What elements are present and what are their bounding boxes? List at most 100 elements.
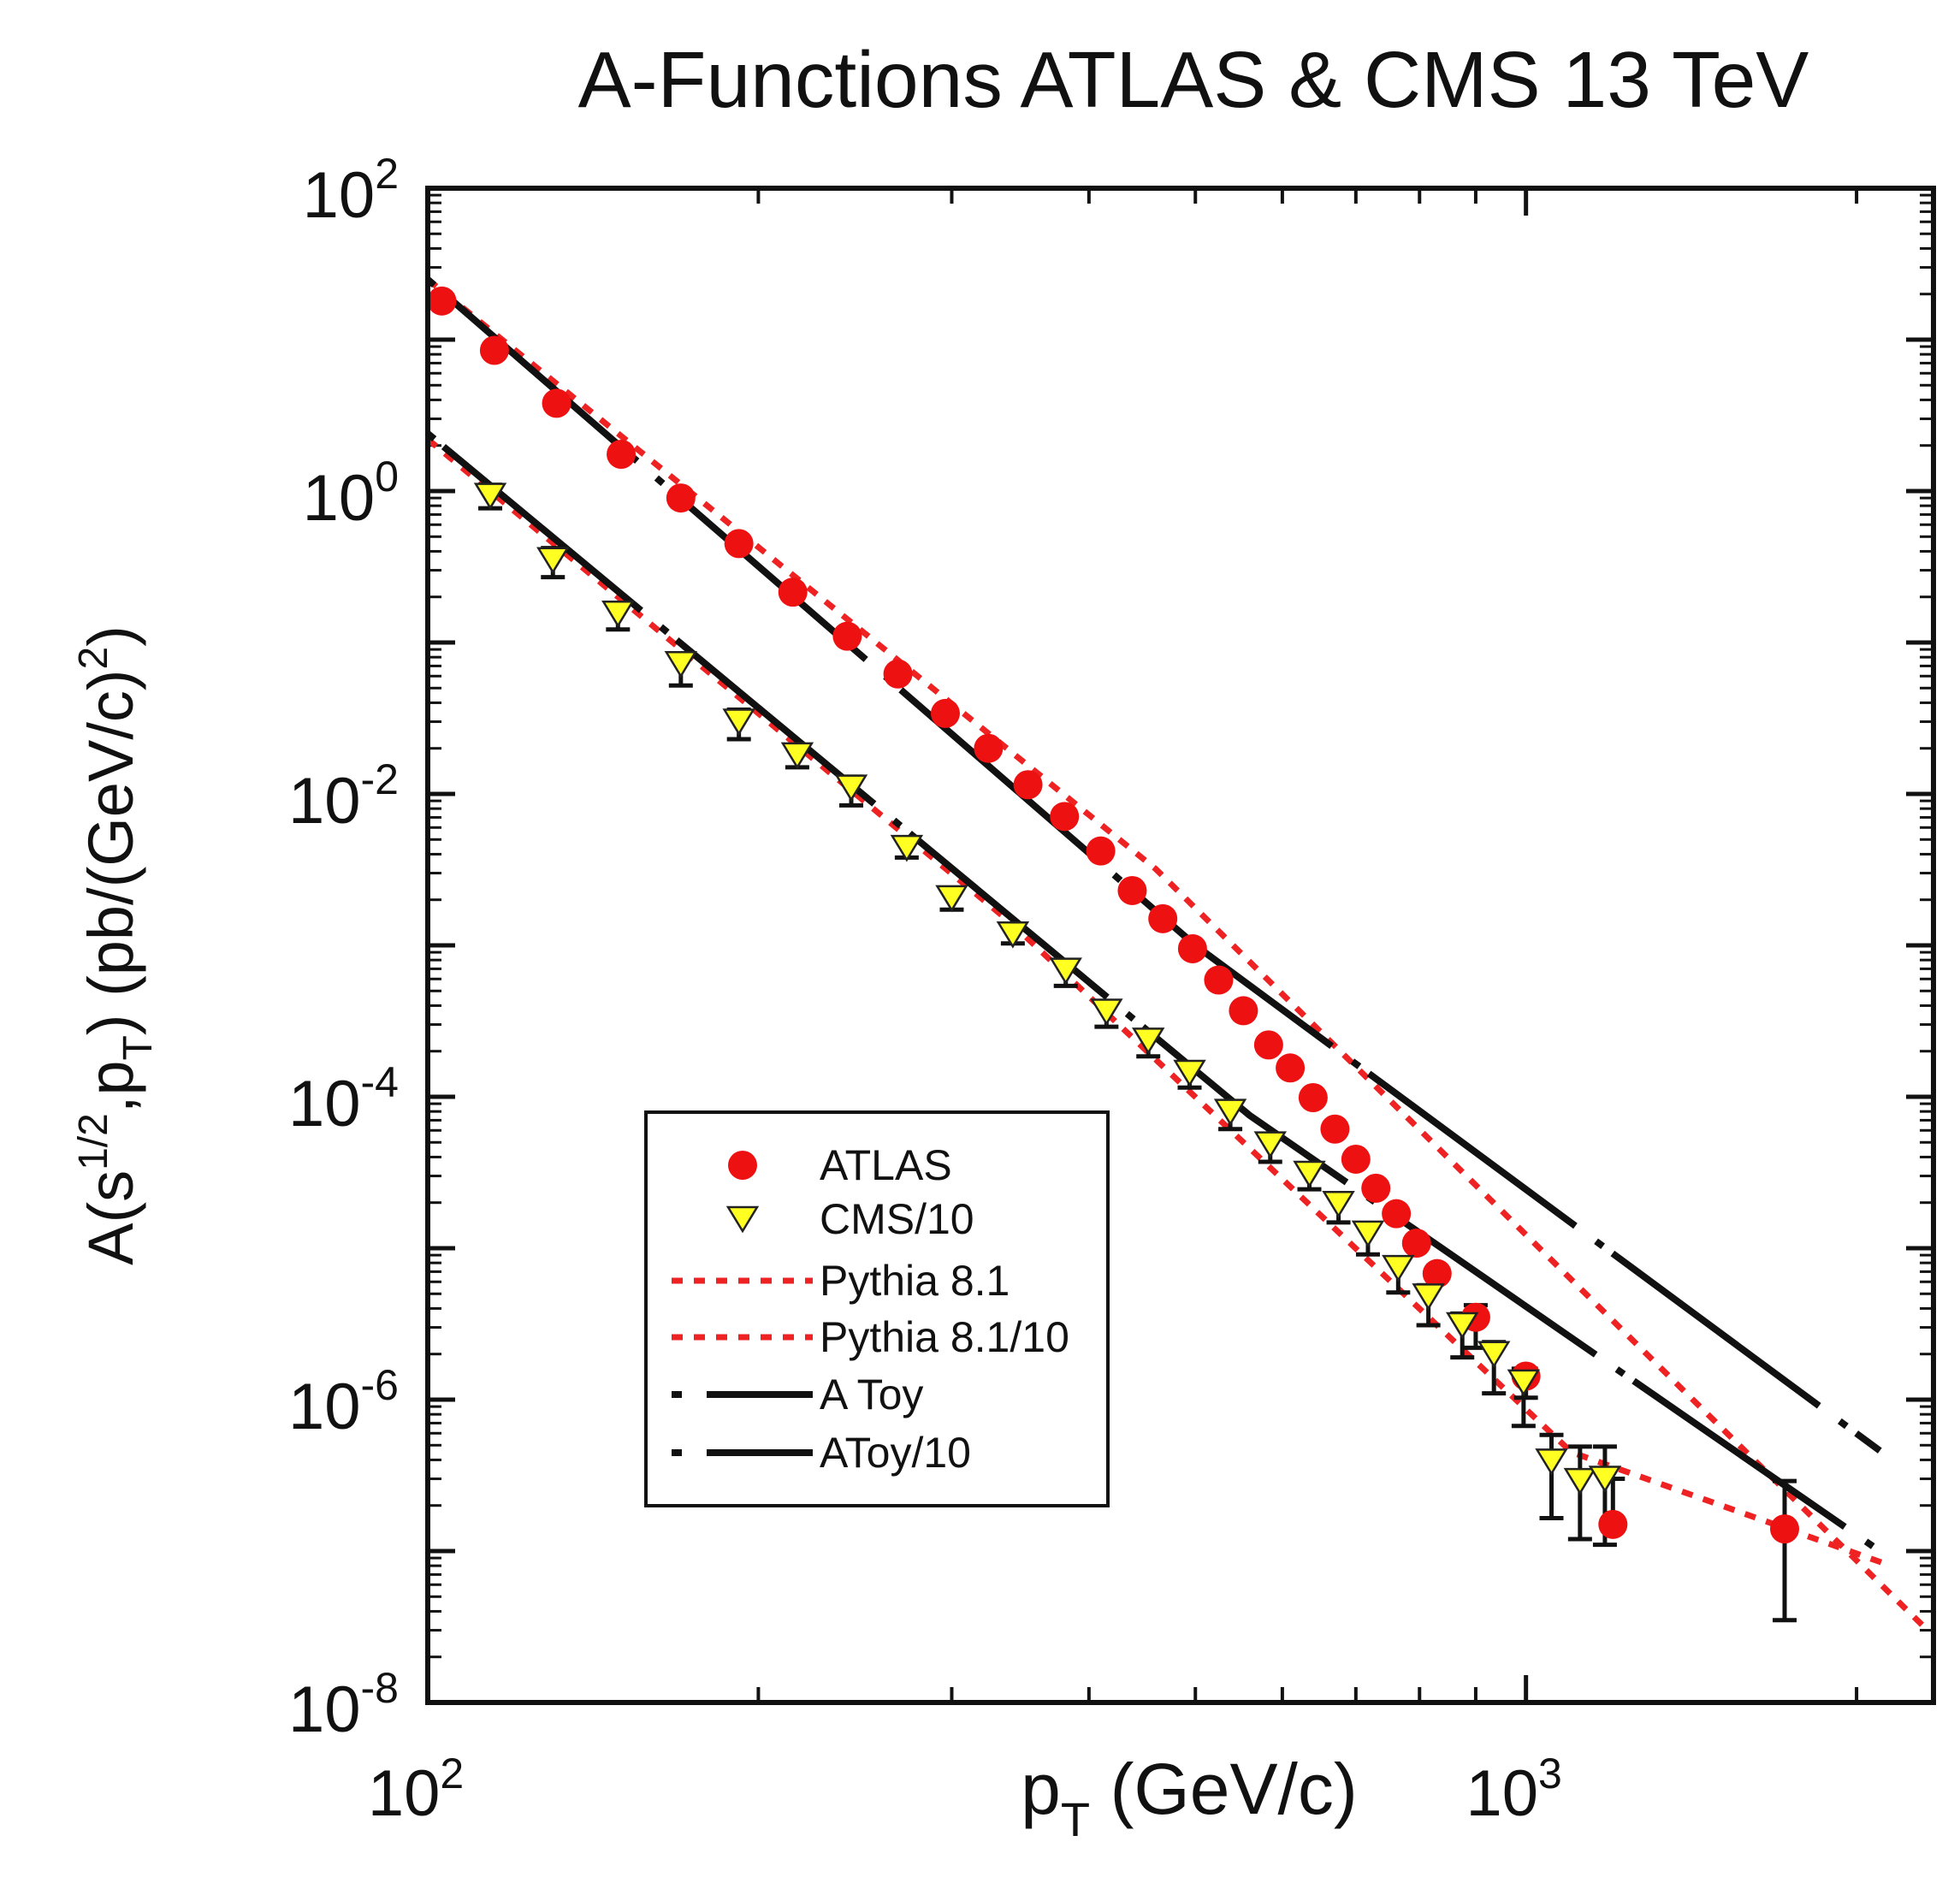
atlas-point	[1177, 933, 1207, 963]
legend-marker-cms-10	[725, 1205, 760, 1234]
atlas-point	[778, 577, 808, 607]
x-tick-exp: 3	[1538, 1750, 1562, 1797]
y-label-c: ) (pb/(GeV/c)	[75, 669, 146, 1035]
y-label-d: )	[75, 625, 146, 647]
atlas-point	[479, 335, 509, 365]
x-label-base: p	[1021, 1749, 1061, 1829]
y-tick-exp: -8	[361, 1664, 399, 1712]
cms-10-point	[935, 885, 968, 913]
y-tick-exp: 2	[375, 150, 399, 198]
atlas-point	[1598, 1509, 1628, 1539]
atlas-point	[832, 621, 862, 651]
y-label-sub: T	[115, 1035, 161, 1060]
atlas-point	[724, 529, 754, 559]
curve-pythia-8-1	[428, 276, 1926, 1629]
cms-10-point	[1049, 957, 1082, 986]
x-label-sub: T	[1061, 1792, 1090, 1846]
atlas-point	[1382, 1199, 1412, 1229]
atlas-point	[1148, 903, 1178, 933]
cms-10-point	[890, 834, 924, 862]
atlas-point	[1050, 802, 1080, 832]
cms-10-point	[664, 651, 698, 678]
cms-10-point	[780, 742, 814, 770]
legend-label-cms-10: CMS/10	[820, 1195, 974, 1243]
legend-label-atlas: ATLAS	[820, 1141, 952, 1189]
y-tick-exp: -6	[361, 1361, 399, 1409]
plot-frame	[425, 186, 1936, 1705]
cms-10-point	[1173, 1059, 1206, 1087]
y-tick-exp: -2	[361, 755, 399, 803]
atlas-point	[1422, 1258, 1452, 1288]
y-tick-exp: -4	[361, 1058, 399, 1106]
y-tick-base: 10	[303, 159, 376, 232]
y-tick-base: 10	[288, 1371, 361, 1443]
cms-10-point	[722, 708, 755, 736]
y-label-b: ,p	[75, 1060, 146, 1113]
y-tick-label: 10-8	[288, 1664, 399, 1746]
legend-label-pythia-8-1: Pythia 8.1	[820, 1257, 1010, 1305]
atlas-point	[1204, 965, 1234, 995]
cms-10-point	[1477, 1341, 1511, 1369]
legend-marker-atlas	[728, 1151, 757, 1180]
legend-label-a-toy: A Toy	[820, 1371, 923, 1418]
atlas-point	[607, 439, 637, 469]
atlas-point	[1361, 1173, 1391, 1203]
y-tick-base: 10	[288, 1068, 361, 1140]
y-label-sup2: 2	[71, 647, 116, 670]
cms-10-point	[1535, 1448, 1568, 1476]
y-label-sup1: 1/2	[71, 1113, 116, 1170]
atlas-point	[1401, 1229, 1431, 1258]
cms-10-point	[473, 483, 507, 510]
cms-10-point	[1131, 1027, 1165, 1055]
x-label-rest: (GeV/c)	[1090, 1749, 1358, 1829]
atlas-point	[1086, 836, 1116, 866]
cms-10-point	[1382, 1254, 1415, 1282]
atlas-point	[1276, 1053, 1306, 1083]
cms-10-point	[1213, 1098, 1247, 1127]
cms-10-point	[1507, 1369, 1541, 1397]
atlas-point	[1298, 1083, 1328, 1113]
atlas-point	[1229, 996, 1258, 1026]
cms-10-point	[1293, 1160, 1326, 1188]
y-axis-label: A(s1/2,pT) (pb/(GeV/c)2)	[71, 625, 161, 1265]
atlas-point	[542, 388, 571, 418]
atlas-point	[427, 286, 457, 316]
y-tick-label: 10-4	[288, 1058, 399, 1140]
x-tick-labels: 102 103	[368, 1750, 1562, 1830]
cms-10-point	[1412, 1283, 1445, 1311]
x-tick-label: 103	[1466, 1750, 1561, 1830]
atlas-point	[1013, 770, 1043, 800]
atlas-point	[1253, 1030, 1283, 1060]
x-tick-exp: 2	[440, 1750, 464, 1797]
legend: ATLAS CMS/10 Pythia 8.1 Pythia 8.1/10 A Toy A…	[644, 1110, 1110, 1507]
x-tick-label: 102	[368, 1750, 464, 1830]
cms-10-point	[536, 547, 570, 575]
y-label-a: A(s	[75, 1170, 146, 1265]
cms-10-point	[1563, 1467, 1597, 1495]
atlas-point	[666, 483, 696, 513]
atlas-point	[1320, 1114, 1350, 1144]
legend-box	[644, 1110, 1110, 1507]
y-tick-base: 10	[303, 462, 376, 535]
chart-title: A-Functions ATLAS & CMS 13 TeV	[578, 35, 1809, 124]
y-tick-label: 100	[303, 453, 399, 535]
legend-label-atoy-10: AToy/10	[820, 1429, 971, 1477]
curve-atoy-10	[428, 430, 1882, 1554]
y-tick-label: 102	[303, 150, 399, 232]
y-tick-exp: 0	[375, 453, 399, 500]
atlas-point	[1341, 1144, 1371, 1174]
y-tick-label: 10-2	[288, 755, 399, 838]
cms-10-point	[1090, 998, 1123, 1026]
legend-label-pythia-8-1-10: Pythia 8.1/10	[820, 1313, 1069, 1361]
markers-layer	[427, 286, 1800, 1544]
x-axis-label: pT (GeV/c)	[1021, 1749, 1358, 1846]
atlas-point	[1770, 1514, 1800, 1544]
cms-10-point	[834, 774, 868, 802]
atlas-point	[883, 659, 913, 689]
cms-10-point	[1446, 1312, 1479, 1340]
curve-pythia-8-1-10	[428, 436, 1892, 1569]
cms-10-point	[601, 601, 635, 628]
cms-10-point	[1253, 1131, 1287, 1159]
